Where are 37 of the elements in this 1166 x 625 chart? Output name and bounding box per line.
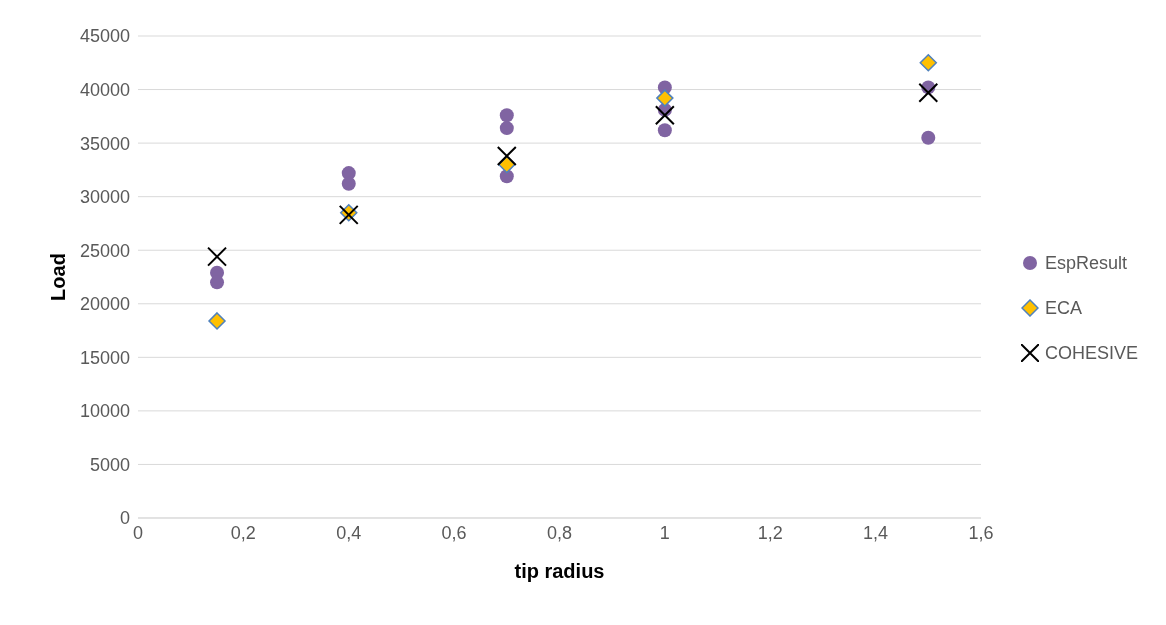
- legend-label: EspResult: [1044, 252, 1128, 274]
- legend-label: COHESIVE: [1044, 342, 1138, 364]
- x-tick-label: 0,8: [546, 522, 572, 543]
- x-tick-label: 0,6: [441, 522, 467, 543]
- point: [656, 89, 674, 107]
- x-tick-label: 1: [659, 522, 670, 543]
- point: [654, 105, 675, 126]
- y-tick-label: 45000: [79, 26, 130, 47]
- y-tick-label: 10000: [79, 401, 130, 422]
- point: [210, 275, 225, 290]
- point: [341, 176, 356, 191]
- point: [499, 121, 514, 136]
- x-tick-label: 0,2: [230, 522, 256, 543]
- legend-label: ECA: [1044, 297, 1082, 319]
- y-tick-label: 5000: [89, 454, 130, 475]
- y-tick-label: 40000: [79, 79, 130, 100]
- point: [921, 130, 936, 145]
- point: [918, 82, 939, 103]
- x-tick-label: 1,4: [863, 522, 889, 543]
- point: [919, 54, 938, 72]
- x-tick-label: 0: [132, 522, 144, 543]
- x-axis-title: tip radius: [514, 560, 605, 582]
- y-tick-label: 15000: [79, 347, 130, 368]
- point: [657, 123, 672, 138]
- y-tick-label: 0: [119, 508, 130, 529]
- point: [208, 312, 226, 330]
- point: [499, 108, 514, 123]
- y-tick-label: 30000: [79, 187, 130, 208]
- y-axis-title: Load: [47, 253, 70, 301]
- x-tick-label: 0,4: [336, 522, 362, 543]
- x-tick-label: 1,2: [757, 522, 783, 543]
- y-tick-label: 25000: [79, 240, 130, 261]
- point: [207, 246, 228, 267]
- point: [496, 145, 517, 166]
- y-tick-label: 35000: [79, 133, 130, 154]
- x-tick-label: 1,6: [968, 522, 994, 543]
- y-tick-label: 20000: [79, 294, 130, 315]
